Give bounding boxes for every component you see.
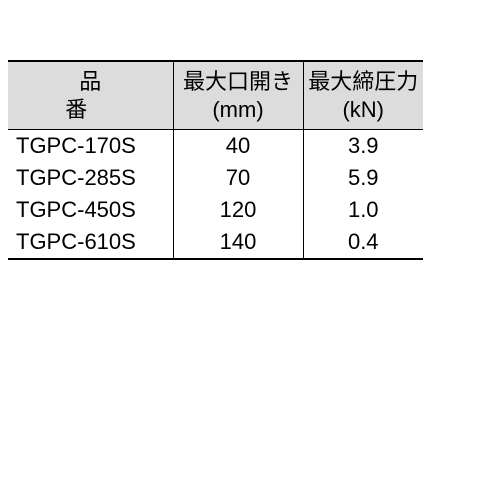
cell-part: TGPC-450S (8, 194, 173, 226)
table-container: 品 番 最大口開き (mm) 最大締圧力 (kN) TGPC-170S 40 3… (0, 0, 500, 500)
cell-force: 5.9 (303, 162, 423, 194)
cell-open: 140 (173, 226, 303, 259)
table-row: TGPC-450S 120 1.0 (8, 194, 423, 226)
header-open-unit: (mm) (178, 96, 299, 124)
cell-force: 3.9 (303, 130, 423, 163)
cell-open: 120 (173, 194, 303, 226)
cell-open: 40 (173, 130, 303, 163)
table-row: TGPC-610S 140 0.4 (8, 226, 423, 259)
cell-force: 0.4 (303, 226, 423, 259)
header-force: 最大締圧力 (kN) (303, 61, 423, 130)
header-open-label: 最大口開き (183, 69, 293, 94)
header-force-unit: (kN) (308, 96, 420, 124)
cell-part: TGPC-285S (8, 162, 173, 194)
table-row: TGPC-285S 70 5.9 (8, 162, 423, 194)
header-force-label: 最大締圧力 (308, 69, 418, 94)
cell-part: TGPC-170S (8, 130, 173, 163)
table-row: TGPC-170S 40 3.9 (8, 130, 423, 163)
header-part: 品 番 (8, 61, 173, 130)
cell-part: TGPC-610S (8, 226, 173, 259)
header-open: 最大口開き (mm) (173, 61, 303, 130)
cell-open: 70 (173, 162, 303, 194)
table-body: TGPC-170S 40 3.9 TGPC-285S 70 5.9 TGPC-4… (8, 130, 423, 260)
spec-table: 品 番 最大口開き (mm) 最大締圧力 (kN) TGPC-170S 40 3… (8, 60, 423, 260)
cell-force: 1.0 (303, 194, 423, 226)
header-part-label: 品 番 (51, 69, 179, 122)
